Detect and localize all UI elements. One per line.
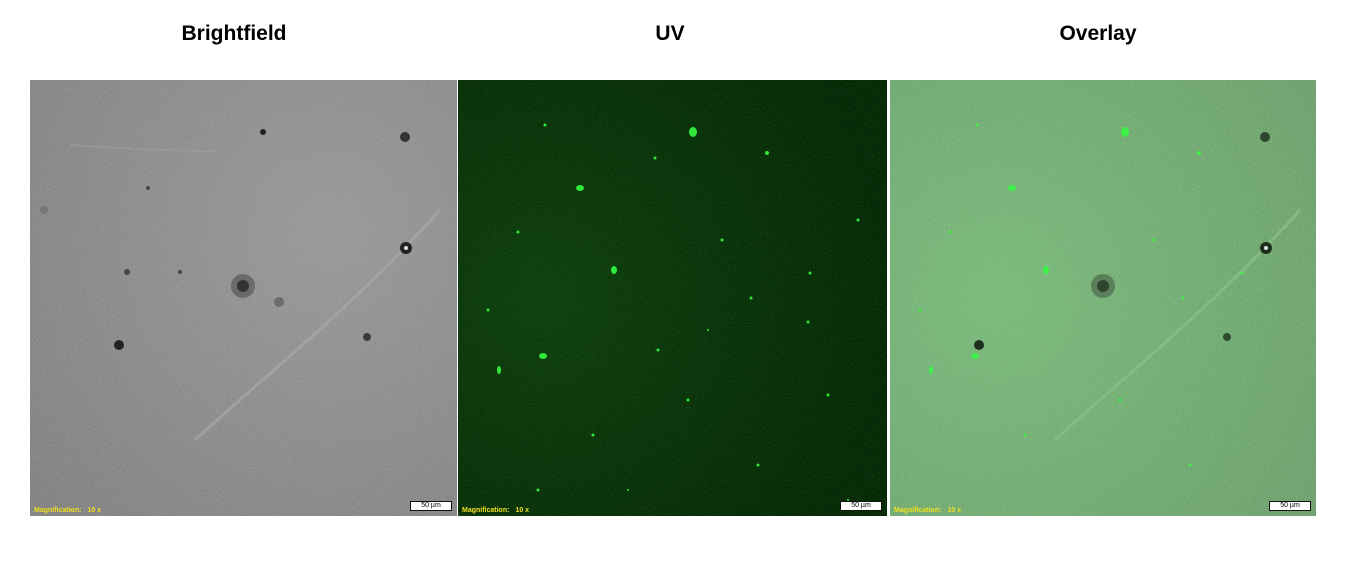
magnification-annotation: Magnification: 10 x	[894, 507, 962, 514]
uv-image: Magnification: 10 x 50 µm	[458, 80, 887, 516]
magnification-annotation: Magnification: 10 x	[462, 507, 530, 514]
overlay-micrograph	[890, 80, 1316, 516]
scale-bar: 50 µm	[840, 501, 882, 511]
scale-bar: 50 µm	[410, 501, 452, 511]
uv-micrograph	[458, 80, 887, 516]
magnification-annotation: Magnification: 10 x	[34, 507, 102, 514]
overlay-title: Overlay	[1059, 22, 1137, 45]
brightfield-image: Magnification: 10 x 50 µm	[30, 80, 457, 516]
overlay-image: Magnification: 10 x 50 µm	[890, 80, 1316, 516]
brightfield-title: Brightfield	[181, 22, 287, 45]
scale-bar: 50 µm	[1269, 501, 1311, 511]
brightfield-micrograph	[30, 80, 457, 516]
uv-title: UV	[655, 22, 685, 45]
